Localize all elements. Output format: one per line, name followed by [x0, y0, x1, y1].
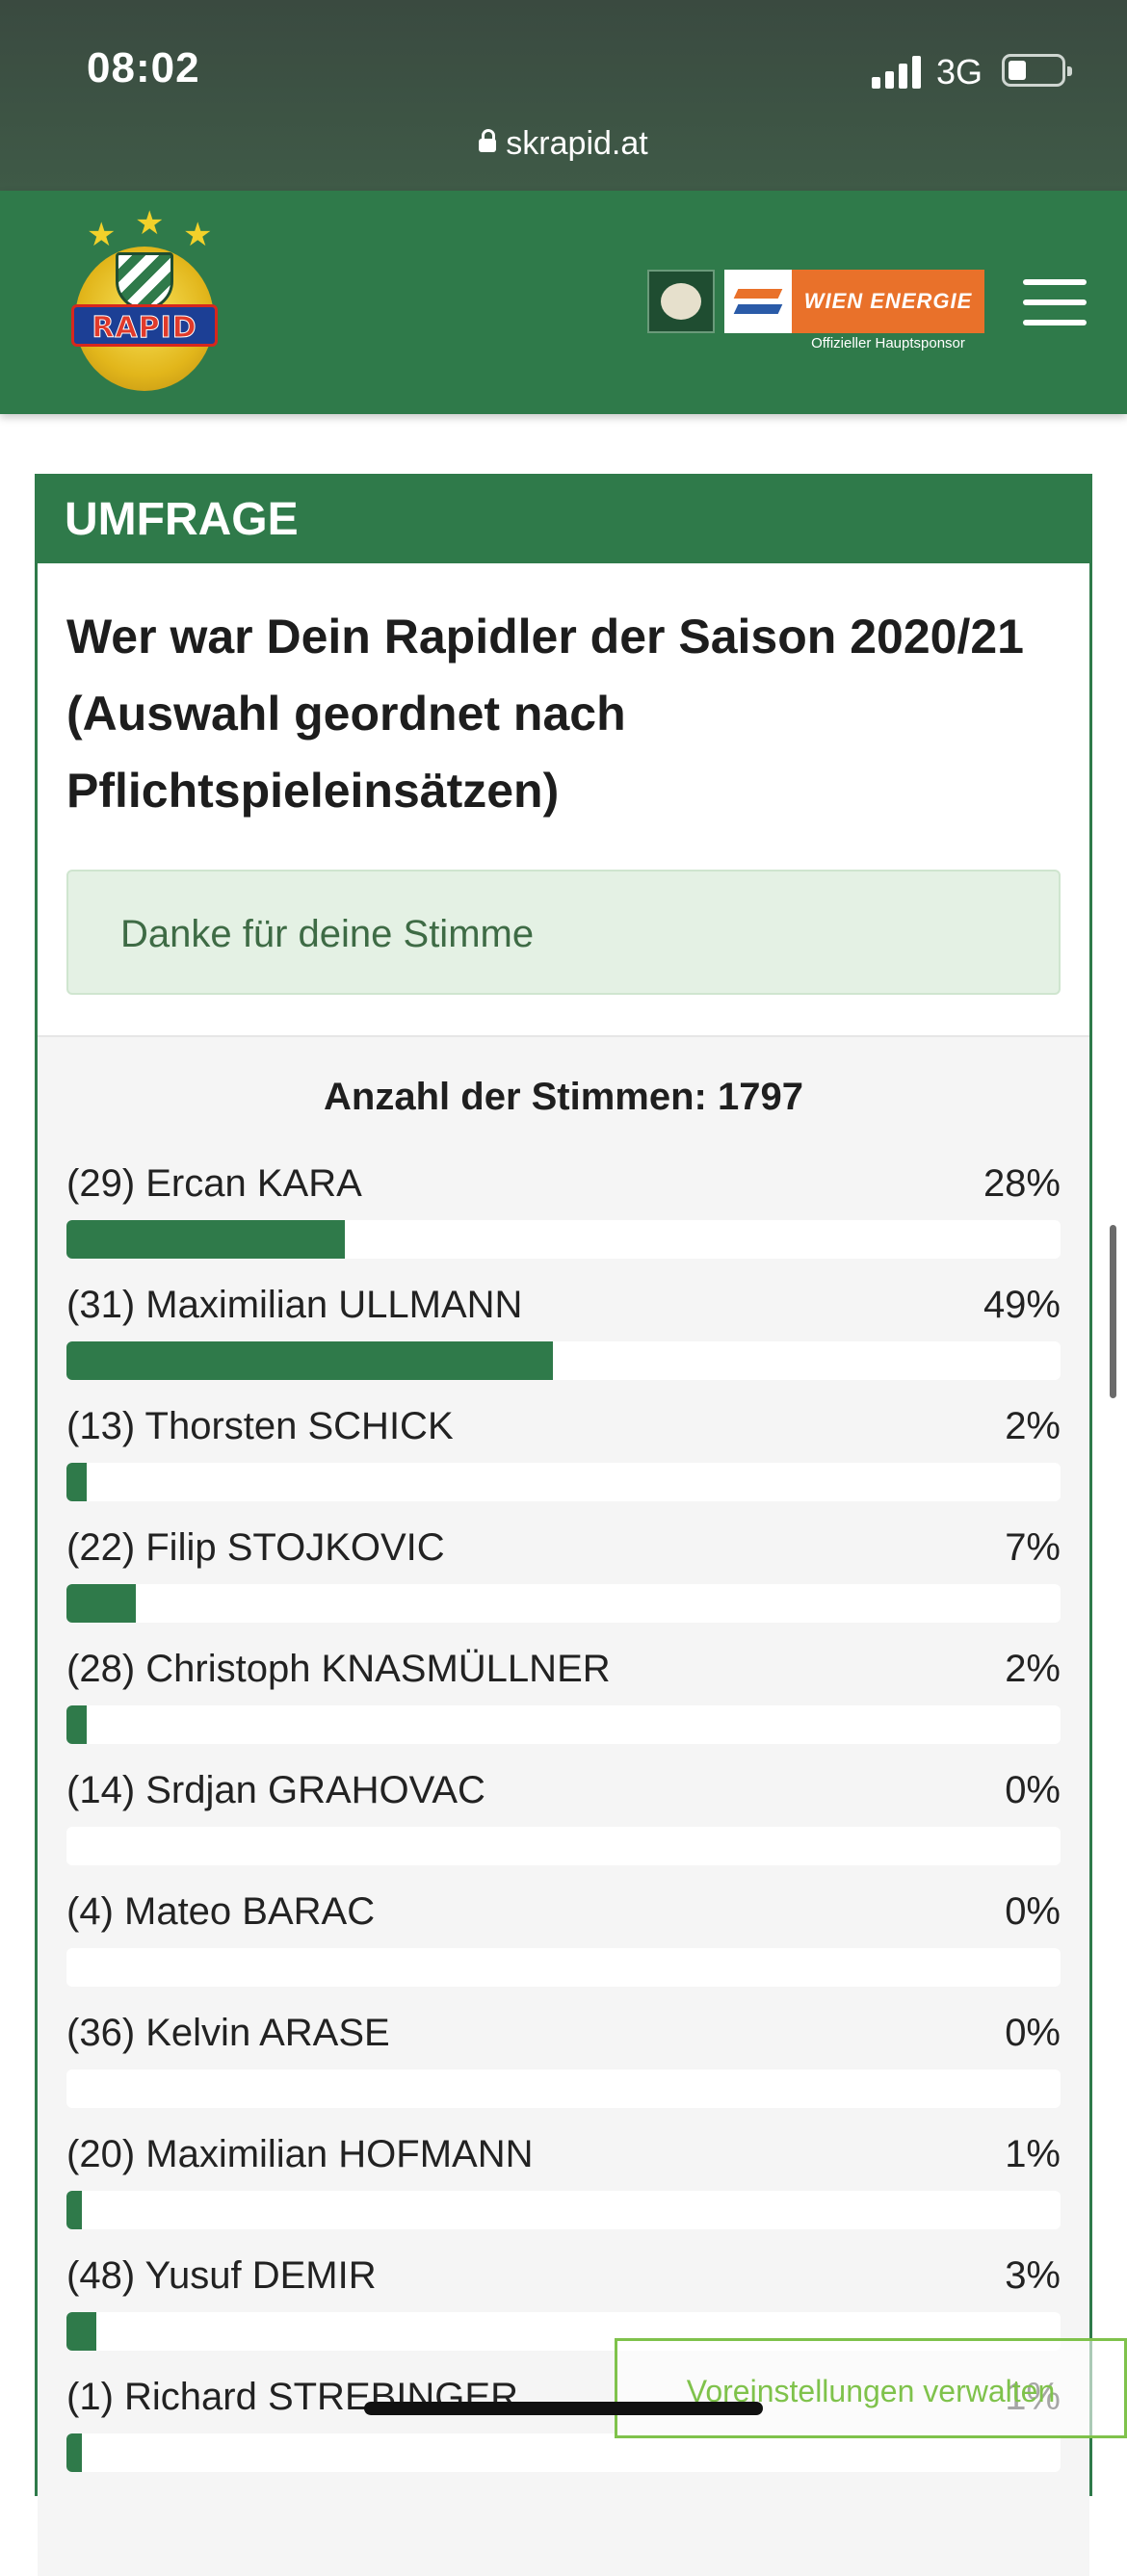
result-bar-track — [66, 1948, 1061, 1987]
option-name: (14) Srdjan GRAHOVAC — [66, 1769, 485, 1811]
club-logo[interactable]: ★ ★ ★ RAPID — [67, 204, 222, 397]
option-percent: 28% — [983, 1162, 1061, 1205]
menu-icon[interactable] — [1023, 279, 1087, 325]
option-name: (36) Kelvin ARASE — [66, 2012, 390, 2054]
option-name: (20) Maximilian HOFMANN — [66, 2133, 534, 2175]
poll-option: (22) Filip STOJKOVIC 7% — [66, 1526, 1061, 1648]
result-bar-track — [66, 1463, 1061, 1501]
result-bar — [66, 2191, 82, 2229]
poll-question: Wer war Dein Rapidler der Saison 2020/21… — [66, 610, 1024, 818]
result-bar — [66, 1584, 137, 1623]
battery-icon — [1002, 54, 1072, 87]
poll-option: (31) Maximilian ULLMANN 49% — [66, 1284, 1061, 1405]
stadium-logo-icon[interactable] — [647, 270, 715, 333]
logo-text: RAPID — [71, 304, 218, 347]
poll-option: (14) Srdjan GRAHOVAC 0% — [66, 1769, 1061, 1890]
vote-confirmation: Danke für deine Stimme — [66, 870, 1061, 995]
clock: 08:02 — [87, 44, 200, 91]
option-percent: 2% — [1005, 1405, 1061, 1447]
option-name: (28) Christoph KNASMÜLLNER — [66, 1648, 611, 1690]
status-bar: 08:02 3G skrapid.at — [0, 0, 1127, 191]
result-bar-track — [66, 1705, 1061, 1744]
site-header: ★ ★ ★ RAPID WIEN ENERGIE Offizieller Hau… — [0, 191, 1127, 414]
option-name: (31) Maximilian ULLMANN — [66, 1284, 523, 1326]
result-bar-track — [66, 2069, 1061, 2108]
home-indicator[interactable] — [364, 2402, 763, 2415]
lock-icon — [479, 129, 497, 152]
result-bar — [66, 1341, 553, 1380]
result-bar — [66, 1463, 87, 1501]
option-name: (29) Ercan KARA — [66, 1162, 362, 1205]
poll-option: (48) Yusuf DEMIR 3% — [66, 2254, 1061, 2376]
option-percent: 49% — [983, 1284, 1061, 1326]
address-bar[interactable]: skrapid.at — [0, 125, 1127, 163]
poll-option: (20) Maximilian HOFMANN 1% — [66, 2133, 1061, 2254]
sponsor-tagline: Offizieller Hauptsponsor — [811, 335, 965, 351]
option-percent: 3% — [1005, 2254, 1061, 2297]
shield-icon — [116, 252, 173, 310]
result-bar-track — [66, 1220, 1061, 1259]
result-bar-track — [66, 2191, 1061, 2229]
option-name: (48) Yusuf DEMIR — [66, 2254, 377, 2297]
result-bar — [66, 1705, 87, 1744]
result-bar — [66, 1220, 345, 1259]
poll-option: (13) Thorsten SCHICK 2% — [66, 1405, 1061, 1526]
cellular-signal-icon — [872, 54, 925, 89]
network-type: 3G — [936, 52, 983, 91]
scrollbar[interactable] — [1110, 1225, 1116, 1398]
vote-count: Anzahl der Stimmen: 1797 — [324, 1076, 803, 1118]
url-text: skrapid.at — [506, 125, 648, 162]
option-percent: 1% — [1005, 2133, 1061, 2175]
option-name: (22) Filip STOJKOVIC — [66, 1526, 445, 1569]
poll-heading: UMFRAGE — [38, 477, 1089, 563]
result-bar — [66, 2312, 96, 2351]
result-bar-track — [66, 2312, 1061, 2351]
poll-option: (28) Christoph KNASMÜLLNER 2% — [66, 1648, 1061, 1769]
stars-icon: ★ ★ ★ — [87, 205, 213, 253]
poll-option: (4) Mateo BARAC 0% — [66, 1890, 1061, 2012]
poll-card: UMFRAGE Wer war Dein Rapidler der Saison… — [35, 474, 1092, 2576]
wien-energie-icon — [724, 270, 792, 333]
result-bar-track — [66, 1341, 1061, 1380]
option-percent: 7% — [1005, 1526, 1061, 1569]
result-bar — [66, 2433, 82, 2472]
option-percent: 0% — [1005, 1769, 1061, 1811]
option-percent: 0% — [1005, 1890, 1061, 1933]
result-bar-track — [66, 1584, 1061, 1623]
sponsor-name: WIEN ENERGIE — [792, 270, 984, 333]
option-percent: 0% — [1005, 2012, 1061, 2054]
option-name: (13) Thorsten SCHICK — [66, 1405, 454, 1447]
poll-option: (36) Kelvin ARASE 0% — [66, 2012, 1061, 2133]
option-name: (4) Mateo BARAC — [66, 1890, 376, 1933]
option-percent: 2% — [1005, 1648, 1061, 1690]
poll-option: (29) Ercan KARA 28% — [66, 1162, 1061, 1284]
cookie-settings-button[interactable]: Voreinstellungen verwalten — [615, 2338, 1127, 2438]
result-bar-track — [66, 1827, 1061, 1865]
